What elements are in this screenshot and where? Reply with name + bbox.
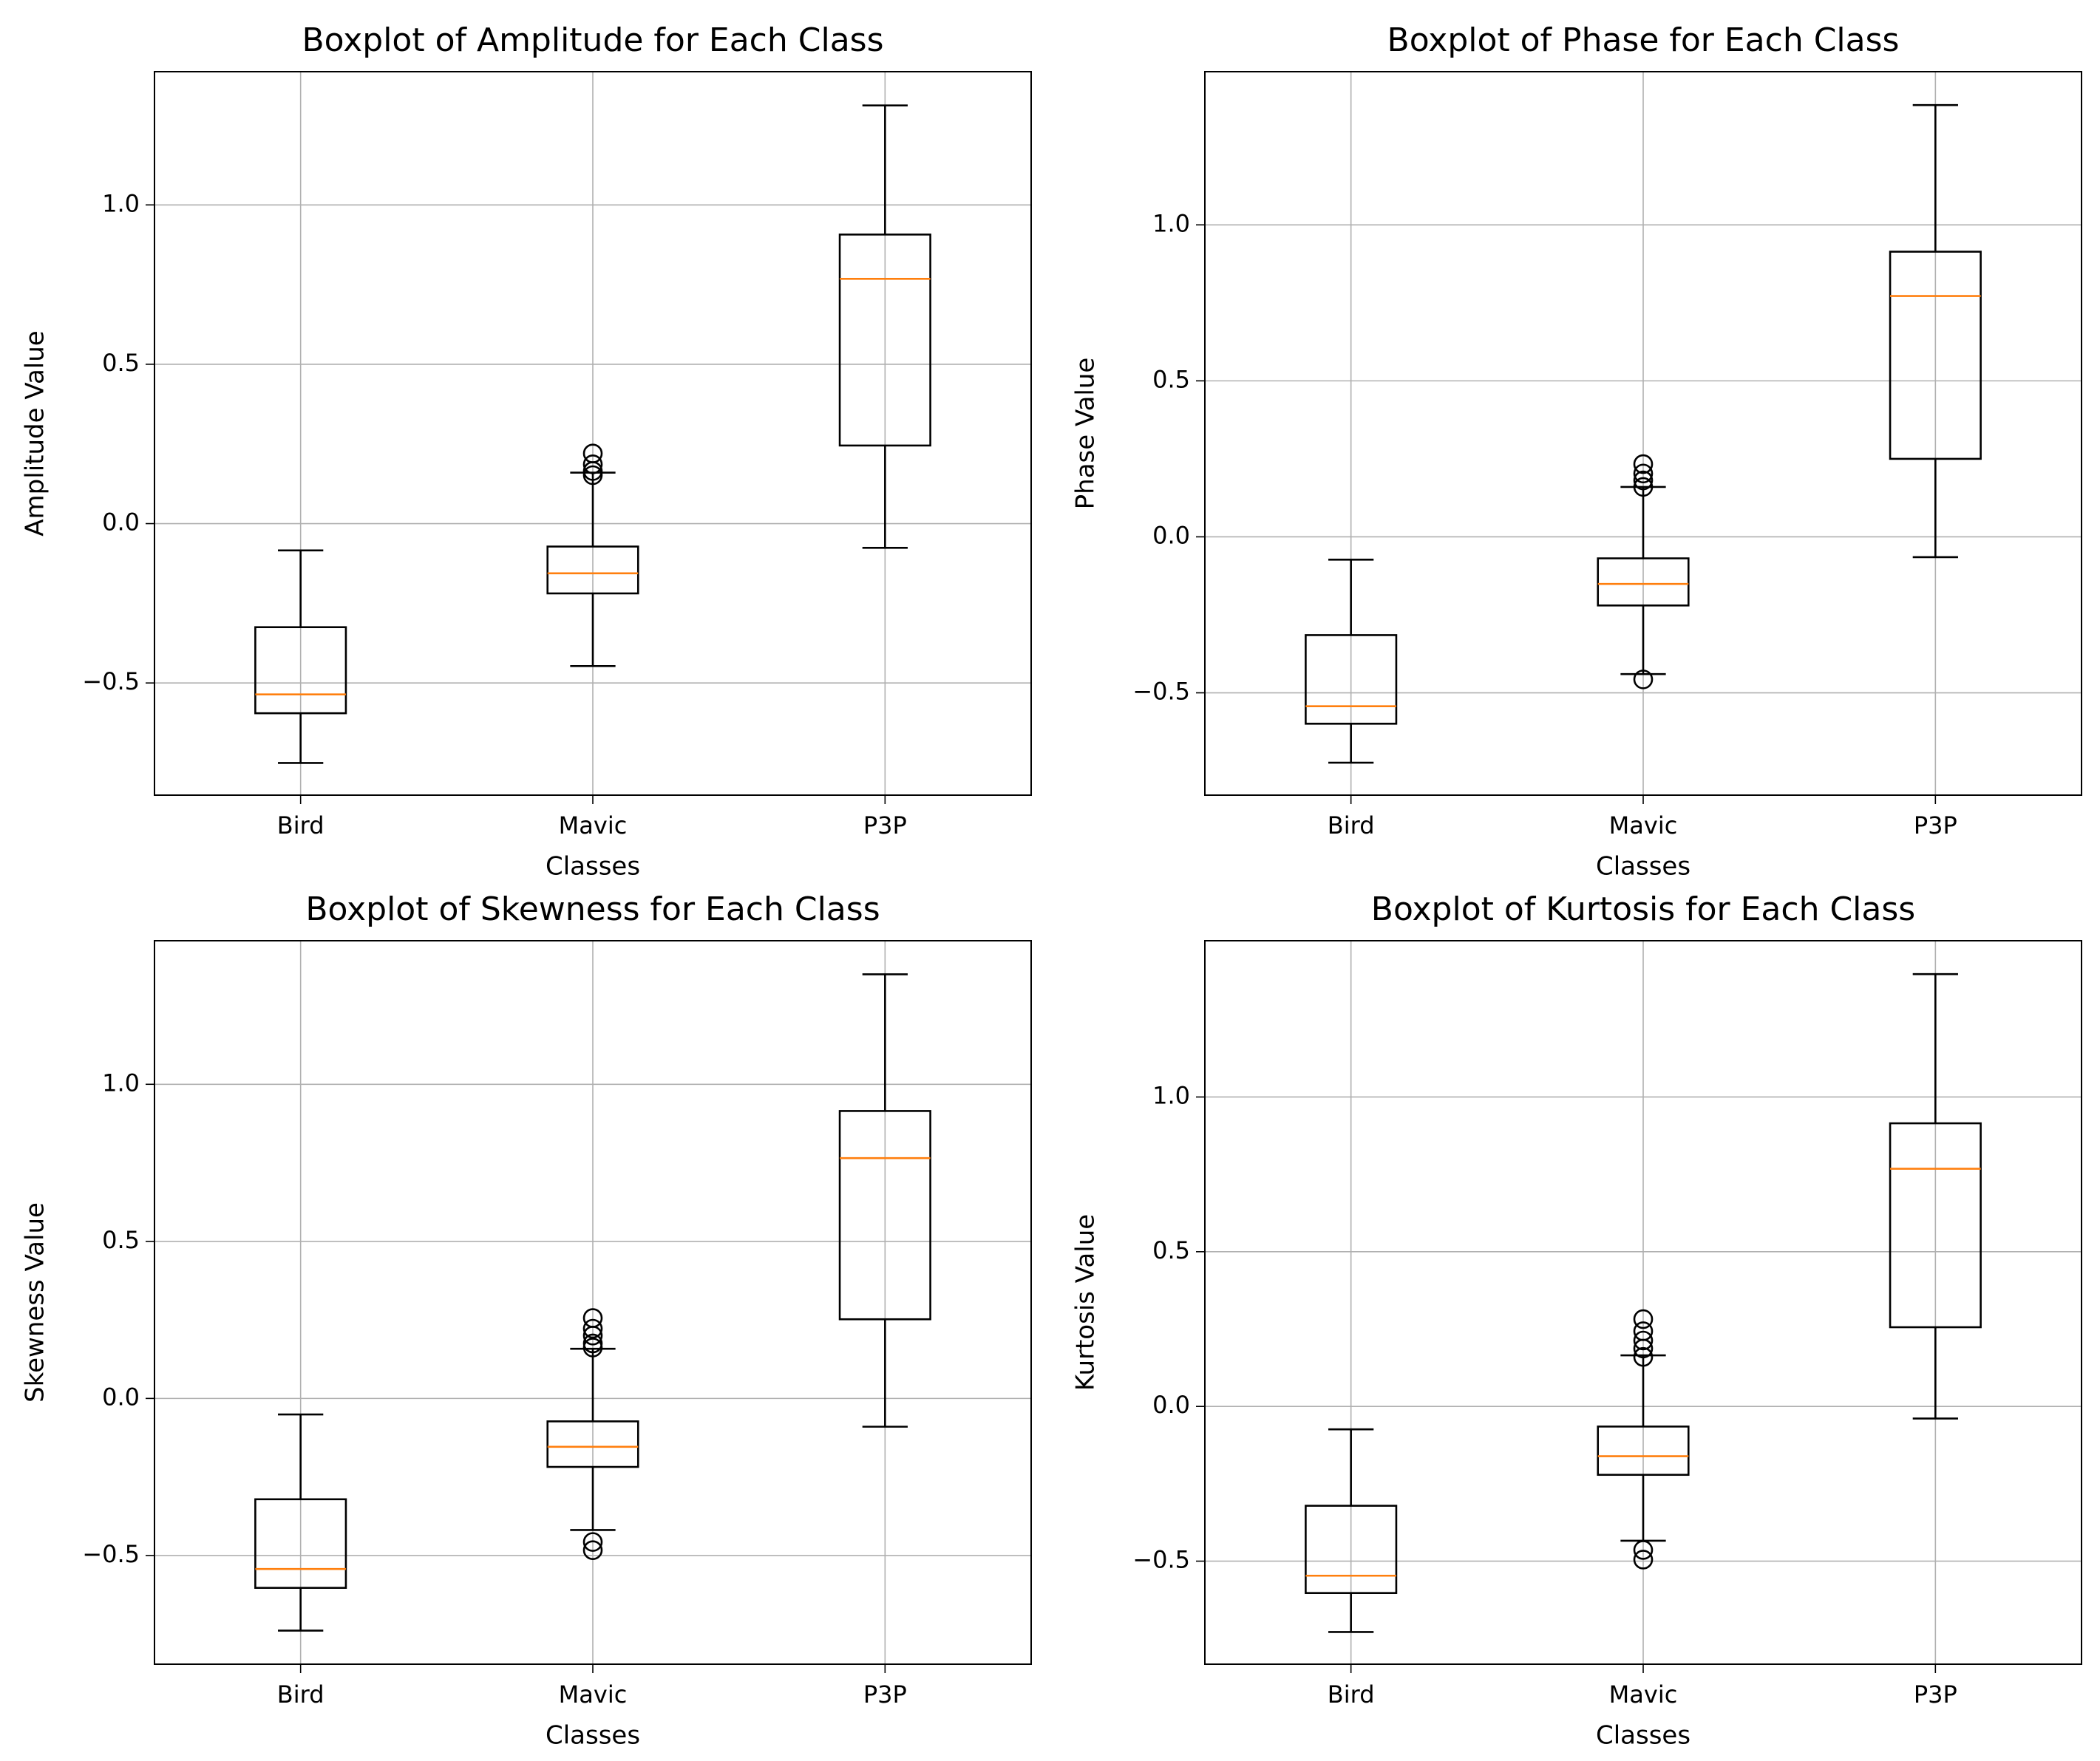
outlier: [1633, 670, 1654, 689]
y-tick-label: 1.0: [102, 189, 140, 217]
y-tick-label: 0.5: [1152, 365, 1190, 393]
outlier: [582, 1540, 603, 1560]
chart-title: Boxplot of Phase for Each Class: [1387, 21, 1900, 59]
x-axis-label: Classes: [546, 852, 640, 882]
y-tick-label: 1.0: [1152, 209, 1190, 237]
outlier: [582, 465, 603, 486]
chart-title: Boxplot of Skewness for Each Class: [305, 890, 880, 928]
box: [1889, 251, 1982, 460]
outlier: [1633, 470, 1654, 491]
x-tick-label: Mavic: [559, 1680, 628, 1709]
chart-title: Boxplot of Kurtosis for Each Class: [1371, 890, 1915, 928]
x-tick-label: Mavic: [1609, 811, 1678, 839]
outlier: [582, 1318, 603, 1339]
y-tick-label: 1.0: [1152, 1081, 1190, 1109]
chart-title: Boxplot of Amplitude for Each Class: [302, 21, 883, 59]
x-axis-label: Classes: [1596, 1721, 1690, 1751]
subplot: −0.5 0.0 0.5 1.0 Bird Mavic P3P Boxplot of Phas…: [1071, 21, 2082, 882]
x-tick-label: P3P: [1914, 811, 1957, 839]
outlier: [582, 1326, 603, 1346]
x-tick-label: Mavic: [1609, 1680, 1678, 1709]
y-tick-label: 0.0: [1152, 1391, 1190, 1419]
x-tick-label: P3P: [863, 1680, 907, 1709]
outlier: [582, 1338, 603, 1358]
box: [838, 234, 931, 447]
outlier: [1633, 1550, 1654, 1570]
outlier: [1633, 1338, 1654, 1359]
box: [254, 626, 347, 715]
box: [1305, 1505, 1398, 1594]
x-tick-label: Bird: [1328, 1680, 1375, 1709]
y-tick-label: −0.5: [82, 667, 140, 695]
outlier: [1633, 1330, 1654, 1351]
plot-frame: [154, 940, 1032, 1665]
box: [838, 1110, 931, 1321]
outlier: [582, 454, 603, 474]
y-tick-label: −0.5: [1132, 678, 1190, 706]
outlier: [1633, 463, 1654, 484]
plot-frame: [1204, 940, 2082, 1665]
outlier: [1633, 1346, 1654, 1367]
y-tick-label: −0.5: [82, 1540, 140, 1568]
y-tick-label: 0.0: [1152, 521, 1190, 549]
x-tick-label: Bird: [1328, 811, 1375, 839]
y-tick-label: −0.5: [1132, 1546, 1190, 1574]
box: [1305, 634, 1398, 725]
x-tick-label: Bird: [277, 811, 324, 839]
subplot: −0.5 0.0 0.5 1.0 Bird Mavic P3P Boxplot of Ampl…: [21, 21, 1032, 882]
box: [546, 545, 639, 595]
x-tick-label: Bird: [277, 1680, 324, 1709]
y-tick-label: 0.5: [102, 1226, 140, 1254]
x-tick-label: P3P: [863, 811, 907, 839]
subplot: −0.5 0.0 0.5 1.0 Bird Mavic P3P Boxplot of Skew…: [21, 890, 1032, 1751]
y-tick-label: 1.0: [102, 1069, 140, 1097]
y-tick-label: 0.5: [1152, 1236, 1190, 1264]
plot-frame: [1204, 71, 2082, 796]
box: [1597, 557, 1690, 607]
box: [1597, 1426, 1690, 1476]
plot-frame: [154, 71, 1032, 796]
box: [254, 1498, 347, 1590]
box: [1889, 1122, 1982, 1329]
y-axis-label: Kurtosis Value: [1071, 1214, 1101, 1391]
outlier: [582, 1532, 603, 1552]
y-axis-label: Phase Value: [1071, 358, 1101, 510]
x-tick-label: P3P: [1914, 1680, 1957, 1709]
x-tick-label: Mavic: [559, 811, 628, 839]
box: [546, 1420, 639, 1468]
outlier: [1633, 1309, 1654, 1329]
y-axis-label: Skewness Value: [21, 1202, 50, 1403]
x-axis-label: Classes: [1596, 852, 1690, 882]
outlier: [1633, 477, 1654, 497]
y-axis-label: Amplitude Value: [21, 330, 50, 536]
y-tick-label: 0.0: [102, 1383, 140, 1411]
x-axis-label: Classes: [546, 1721, 640, 1751]
outlier: [1633, 1540, 1654, 1560]
subplot: −0.5 0.0 0.5 1.0 Bird Mavic P3P Boxplot of Kurt…: [1071, 890, 2082, 1751]
outlier: [1633, 454, 1654, 474]
y-tick-label: 0.5: [102, 349, 140, 377]
y-tick-label: 0.0: [102, 508, 140, 537]
